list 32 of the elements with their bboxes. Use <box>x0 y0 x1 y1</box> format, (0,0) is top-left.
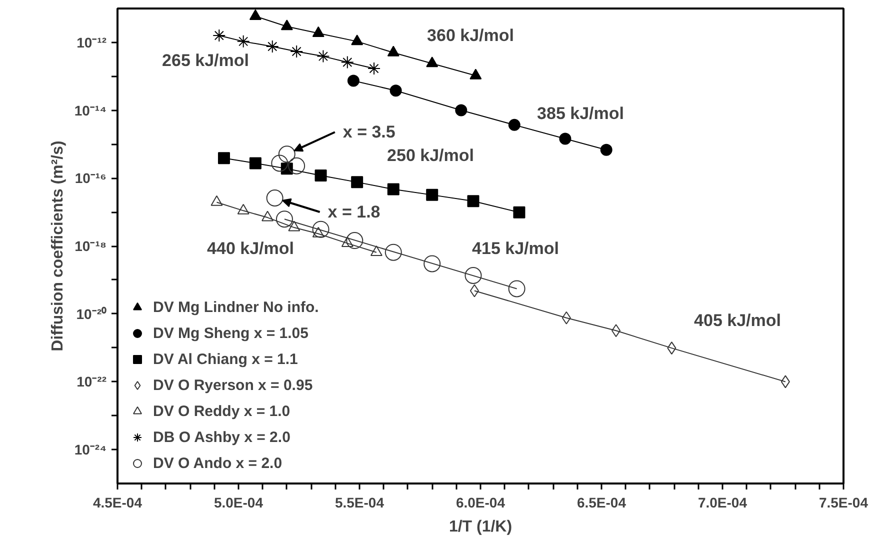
annotation: 385 kJ/mol <box>537 104 624 123</box>
y-tick-label: 10⁻¹⁴ <box>74 102 107 118</box>
annotation: 265 kJ/mol <box>162 51 249 70</box>
legend-label: DV Al Chiang x = 1.1 <box>153 350 298 369</box>
y-tick-label: 10⁻²⁴ <box>74 442 107 458</box>
annotation: 415 kJ/mol <box>472 239 559 258</box>
legend-label: DV O Reddy x = 1.0 <box>153 402 290 421</box>
y-tick-label: 10⁻²² <box>76 374 107 390</box>
x-tick-label: 5.0E-04 <box>214 494 264 510</box>
legend-label: DV O Ryerson x = 0.95 <box>153 376 313 395</box>
y-tick-label: 10⁻¹⁶ <box>74 170 107 186</box>
annotation: x = 3.5 <box>342 122 396 142</box>
annotation: 250 kJ/mol <box>387 146 474 165</box>
annotation: 405 kJ/mol <box>694 311 781 330</box>
y-tick-label: 10⁻¹² <box>76 34 107 50</box>
annotation: x = 1.8 <box>328 202 380 222</box>
x-tick-label: 4.5E-04 <box>92 494 142 510</box>
legend-label: DV O Ando x = 2.0 <box>153 454 282 473</box>
y-tick-label: 10⁻¹⁸ <box>74 238 107 254</box>
legend-label: DV Mg Sheng x = 1.05 <box>153 324 308 343</box>
annotation: 360 kJ/mol <box>427 26 514 45</box>
x-tick-label: 6.0E-04 <box>456 494 506 510</box>
y-tick-label: 10⁻²⁰ <box>76 306 106 322</box>
annotation: 440 kJ/mol <box>207 239 294 258</box>
legend-label: DV Mg Lindner No info. <box>153 298 319 317</box>
x-tick-label: 6.5E-04 <box>576 494 626 510</box>
x-axis-title: 1/T (1/K) <box>448 518 512 536</box>
x-tick-label: 7.5E-04 <box>818 494 868 510</box>
legend-label: DB O Ashby x = 2.0 <box>153 428 290 447</box>
y-axis-title: Diffusion coefficients (m²/s) <box>49 140 66 352</box>
x-tick-label: 7.0E-04 <box>698 494 748 510</box>
x-tick-label: 5.5E-04 <box>334 494 384 510</box>
